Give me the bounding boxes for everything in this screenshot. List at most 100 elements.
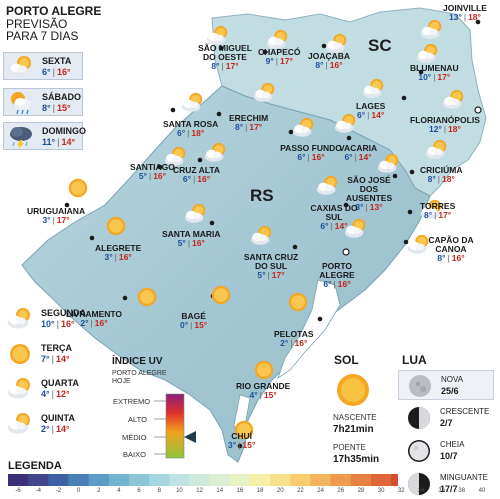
city-alegrete: ALEGRETE 3° | 16°: [95, 244, 141, 262]
city-min-temp: 5°: [138, 170, 147, 181]
city-torres: TORRES 8° | 17°: [420, 202, 455, 220]
forecast-day-name: SÁBADO: [42, 92, 82, 102]
city-marker-capao-da-canoa: [403, 239, 409, 245]
city-max-temp: 17°: [437, 71, 451, 82]
lua-title: LUA: [402, 353, 427, 367]
city-min-temp: 5°: [177, 237, 186, 248]
uv-bar: [165, 393, 185, 459]
city-name: BLUMENAU: [410, 63, 459, 73]
city-name: ERECHIM: [229, 113, 269, 123]
city-marker-florianopolis: [474, 106, 482, 114]
city-max-temp: 16°: [311, 151, 325, 162]
temp-separator: |: [114, 251, 117, 262]
city-marker-santa-rosa: [170, 107, 176, 113]
scale-label: 40: [478, 488, 486, 494]
city-max-temp: 16°: [294, 337, 308, 348]
city-min-temp: 10°: [418, 71, 432, 82]
scale-label: 28: [357, 488, 365, 494]
sunset-time: 17h35min: [333, 454, 380, 465]
moon-phase-name: CHEIA: [440, 440, 465, 449]
city-name: SANTA ROSA: [163, 119, 219, 129]
lagoon: [277, 279, 341, 379]
city-marker-chui: [237, 443, 243, 449]
forecast-day-7: QUINTA 2° | 14°: [3, 410, 83, 438]
forecast-min: 8°: [42, 103, 51, 113]
sun-large-icon: [337, 374, 369, 406]
scale-swatch: [310, 474, 331, 486]
partly-cloudy-icon: [334, 112, 358, 136]
city-marker-cruz-alta: [197, 157, 203, 163]
forecast-day-name: SEXTA: [42, 56, 72, 66]
city-max-temp: 17°: [249, 121, 263, 132]
city-max-temp: 17°: [271, 269, 285, 280]
scale-label: 12: [196, 488, 203, 494]
forecast-temps: 11° | 14°: [42, 137, 75, 147]
partly-cloudy-icon: [362, 77, 386, 101]
scale-label: 22: [297, 488, 304, 494]
scale-label: -4: [35, 488, 41, 494]
sun-icon: [66, 176, 90, 200]
forecast-day-1: SEXTA 6° | 16°: [3, 52, 83, 80]
city-max-temp: 17°: [280, 55, 293, 66]
forecast-temps: 4° | 12°: [41, 389, 70, 399]
temp-separator: |: [330, 220, 333, 231]
moon-phase-4: MINGUANTE 17/7: [398, 469, 494, 499]
city-santiago: SANTIAGO 5° | 16°: [130, 163, 175, 181]
partly-cloudy-icon: [316, 174, 340, 198]
temp-separator: |: [463, 11, 467, 22]
city-name: LAGES: [356, 101, 386, 111]
temp-separator: |: [187, 127, 190, 138]
temp-separator: |: [434, 209, 437, 220]
city-min-temp: 8°: [427, 173, 436, 184]
sol-title: SOL: [334, 353, 359, 367]
city-min-temp: 6°: [323, 278, 332, 289]
temp-separator: |: [238, 439, 241, 450]
scale-swatch: [68, 474, 89, 486]
city-criciuma: CRICIÚMA 8° | 18°: [420, 166, 463, 184]
forecast-max: 16°: [60, 319, 75, 329]
city-max-temp: 14°: [371, 109, 385, 120]
temp-separator: |: [290, 337, 293, 348]
scale-label: 20: [276, 488, 284, 494]
city-name: CAXIAS DO SUL: [310, 203, 358, 222]
temp-separator: |: [443, 123, 447, 134]
city-marker-santa-cruz-do-sul: [292, 244, 298, 250]
city-marker-santa-maria: [209, 220, 215, 226]
city-name: SANTA MARIA: [162, 229, 221, 239]
forecast-temps: 2° | 14°: [41, 424, 70, 434]
scale-swatch: [290, 474, 311, 486]
moon-phase-date: 17/7: [440, 484, 458, 494]
city-marker-joacaba: [321, 43, 327, 49]
city-max-temp: 16°: [118, 251, 132, 262]
partly-cloudy-icon: [442, 88, 466, 112]
city-name: TORRES: [420, 201, 456, 211]
city-name: CAPÃO DA CANOA: [428, 235, 474, 254]
forecast-day-name: SEGUNDA: [41, 308, 87, 318]
scale-swatch: [350, 474, 372, 486]
city-min-temp: 9°: [265, 55, 274, 66]
city-min-temp: 13°: [449, 11, 462, 22]
temp-separator: |: [148, 170, 152, 181]
city-min-temp: 6°: [320, 220, 329, 231]
city-name: CRUZ ALTA: [173, 165, 221, 175]
scale-label: 18: [256, 488, 264, 494]
scale-swatch: [330, 474, 352, 486]
scale-label: 8: [157, 488, 161, 494]
partly-cloudy-icon: [204, 141, 228, 165]
city-marker-livramento: [122, 295, 128, 301]
scale-label: 30: [377, 488, 385, 494]
city-name: SÃO MIGUEL DO OESTE: [198, 43, 252, 62]
city-rio-grande: RIO GRANDE 4° | 15°: [236, 382, 290, 400]
forecast-temps: 7° | 14°: [41, 354, 70, 364]
forecast-max: 15°: [56, 103, 71, 113]
scale-swatch: [371, 474, 392, 486]
scale-swatch: [149, 474, 170, 486]
uv-subtitle: PORTO ALEGRE HOJE: [112, 370, 167, 385]
moon-phase-date: 10/7: [440, 451, 458, 461]
header-line2: PREVISÃO: [6, 16, 68, 31]
temp-separator: |: [57, 137, 60, 147]
city-name: VACARIA: [339, 143, 378, 153]
city-sao-jose-dos-ausentes: SÃO JOSÉ DOS AUSENTES 3° | 13°: [338, 176, 400, 212]
city-name: PELOTAS: [274, 329, 314, 339]
scale-label: 16: [236, 488, 244, 494]
